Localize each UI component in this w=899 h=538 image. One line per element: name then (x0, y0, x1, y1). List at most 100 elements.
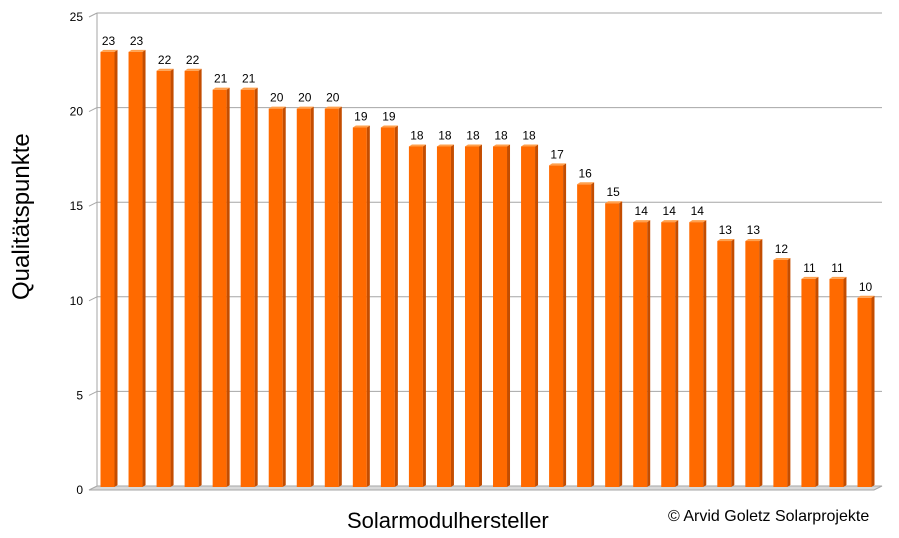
bar-front (240, 89, 255, 488)
bar (549, 163, 567, 488)
data-label: 21 (242, 72, 256, 86)
bar (521, 144, 539, 487)
bar (829, 276, 847, 487)
bar-front (745, 241, 760, 487)
bar-front (689, 222, 704, 487)
data-label: 13 (719, 223, 733, 237)
data-label: 12 (775, 242, 789, 256)
y-tick-label: 5 (76, 388, 83, 402)
bar-front (829, 278, 844, 487)
bar (493, 144, 511, 487)
x-axis-label: Solarmodulhersteller (347, 508, 549, 533)
bar-top (661, 220, 679, 223)
bar (352, 125, 370, 488)
bar-side (591, 182, 595, 487)
bar-side (703, 220, 707, 487)
chart-floor (88, 485, 883, 491)
data-labels: 23 23 22 22 21 21 20 20 20 19 19 18 18 18 18 18 17 16 15 14… (102, 34, 873, 294)
bar-front (128, 51, 143, 488)
bar-side (535, 144, 539, 487)
bar-top (633, 220, 651, 223)
gridlines (88, 12, 882, 486)
bar-top (380, 125, 398, 128)
bar (661, 220, 679, 487)
bar-top (549, 163, 567, 166)
data-label: 14 (663, 204, 677, 218)
bar (464, 144, 482, 487)
bar-side (647, 220, 651, 487)
y-axis-ticks: 0 5 10 15 20 25 (70, 10, 84, 497)
bar (100, 49, 118, 488)
bar-top (352, 125, 370, 128)
copyright-text: © Arvid Goletz Solarprojekte (668, 508, 870, 525)
y-tick-label: 0 (76, 483, 83, 497)
bar-side (114, 49, 118, 488)
bar (380, 125, 398, 488)
bar (577, 182, 595, 487)
bar-top (296, 106, 314, 109)
y-tick-label: 20 (70, 105, 84, 119)
bar-front (380, 127, 395, 488)
bar-side (422, 144, 426, 487)
bar-side (282, 106, 286, 487)
bar-side (338, 106, 342, 487)
bar (605, 201, 623, 487)
data-label: 18 (466, 128, 480, 142)
data-label: 17 (550, 147, 564, 161)
data-label: 11 (831, 261, 844, 275)
bar-top (605, 201, 623, 204)
data-label: 20 (326, 91, 340, 105)
bar-side (450, 144, 454, 487)
bar-front (633, 222, 648, 487)
data-label: 10 (859, 280, 873, 294)
data-label: 22 (186, 53, 200, 67)
bar-side (507, 144, 511, 487)
bar-side (394, 125, 398, 488)
bar-top (857, 295, 875, 298)
bar-side (170, 68, 174, 487)
bar (212, 87, 230, 488)
data-label: 18 (494, 128, 508, 142)
bar-top (745, 239, 763, 242)
bar-top (689, 220, 707, 223)
bar (773, 257, 791, 487)
bar-top (240, 87, 258, 90)
bar-top (408, 144, 426, 147)
bar-front (661, 222, 676, 487)
bar-side (478, 144, 482, 487)
bar-front (352, 127, 367, 488)
data-label: 16 (578, 166, 592, 180)
bar-front (296, 108, 311, 487)
bar-front (184, 70, 199, 487)
bar (128, 49, 146, 488)
bar-front (857, 297, 872, 487)
bar-top (156, 68, 174, 71)
data-label: 18 (438, 128, 452, 142)
bar (324, 106, 342, 487)
bar (745, 239, 763, 487)
data-label: 19 (382, 110, 396, 124)
bar (296, 106, 314, 487)
bar (857, 295, 875, 487)
data-label: 22 (158, 53, 172, 67)
data-label: 19 (354, 110, 368, 124)
bar (801, 276, 819, 487)
data-label: 20 (298, 91, 312, 105)
data-label: 23 (102, 34, 116, 48)
bar (717, 239, 735, 487)
data-label: 11 (803, 261, 816, 275)
bar-front (100, 51, 115, 488)
bar-front (464, 146, 479, 487)
bar-front (801, 278, 816, 487)
bar-top (493, 144, 511, 147)
bar-front (549, 165, 564, 488)
bar (436, 144, 454, 487)
bar-side (226, 87, 230, 488)
bar-side (198, 68, 202, 487)
data-label: 20 (270, 91, 284, 105)
gridline-side (88, 107, 98, 113)
bar-top (184, 68, 202, 71)
bar-front (324, 108, 339, 487)
bars (100, 49, 875, 488)
